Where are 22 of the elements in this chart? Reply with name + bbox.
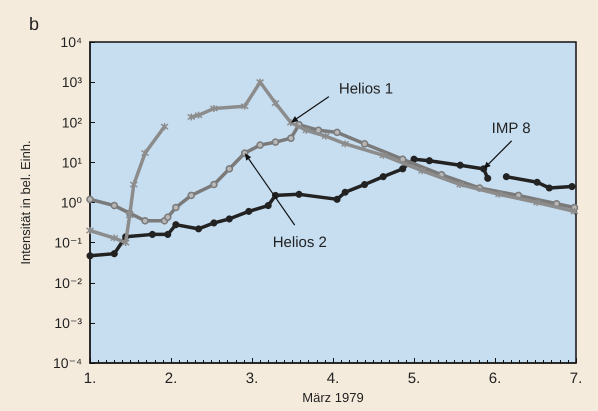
x-tick-label: 3. (246, 370, 258, 387)
annotation: IMP 8 (492, 120, 531, 137)
x-tick-label: 4. (326, 370, 340, 387)
y-tick-label: 10⁴ (60, 34, 82, 50)
y-tick-label: 10⁻³ (54, 314, 82, 331)
x-tick-label: 7. (570, 370, 582, 387)
x-tick-label: 2. (164, 370, 178, 387)
y-axis-title: Intensität in bel. Einh. (18, 140, 33, 265)
x-tick-label: 5. (408, 370, 420, 387)
x-tick-label: 6. (488, 370, 502, 387)
chart-title: b (29, 14, 40, 34)
x-axis-title: März 1979 (302, 390, 364, 405)
y-tick-label: 10³ (62, 74, 82, 90)
y-tick-label: 10¹ (62, 154, 82, 170)
y-tick-label: 10⁻⁴ (53, 355, 82, 371)
annotation: Helios 2 (272, 234, 327, 252)
x-tick-label: 1. (84, 370, 96, 387)
y-tick-label: 10⁻² (54, 274, 82, 291)
y-tick-label: 10² (62, 114, 82, 130)
y-tick-label: 10⁰ (60, 194, 82, 210)
annotation: Helios 1 (338, 80, 394, 98)
y-tick-label: 10⁻¹ (54, 234, 82, 251)
